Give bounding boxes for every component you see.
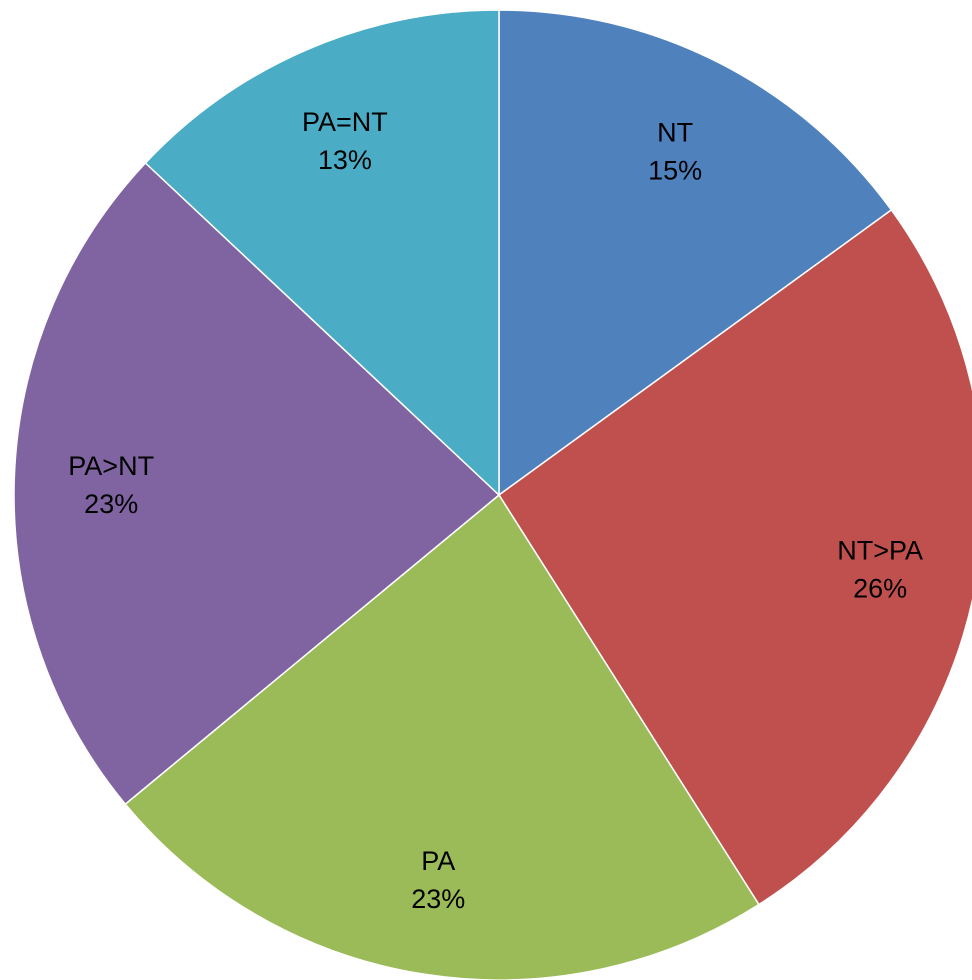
slice-label-pa: PA	[421, 846, 455, 876]
slice-label-nt-gt-pa: NT>PA	[837, 536, 923, 566]
pie-slice-pa-eq-nt	[144, 9, 500, 497]
slice-percent-pa-eq-nt: 13%	[318, 145, 372, 175]
slice-percent-pa: 23%	[411, 884, 465, 914]
slice-label-nt: NT	[657, 117, 693, 147]
pie-slice-nt-gt-pa	[497, 208, 972, 906]
slice-percent-nt-gt-pa: 26%	[853, 574, 907, 604]
pie-slice-pa	[124, 493, 760, 980]
pie-slice-nt	[498, 9, 893, 497]
slice-percent-nt: 15%	[648, 155, 702, 185]
pie-slices	[13, 9, 972, 980]
slice-label-pa-gt-nt: PA>NT	[68, 451, 154, 481]
slice-percent-pa-gt-nt: 23%	[84, 489, 138, 519]
pie-labels: NT 15% NT>PA 26% PA 23% PA>NT 23% PA=NT 13%	[68, 107, 923, 914]
slice-label-pa-eq-nt: PA=NT	[302, 107, 388, 137]
pie-slice-pa-gt-nt	[13, 161, 501, 806]
